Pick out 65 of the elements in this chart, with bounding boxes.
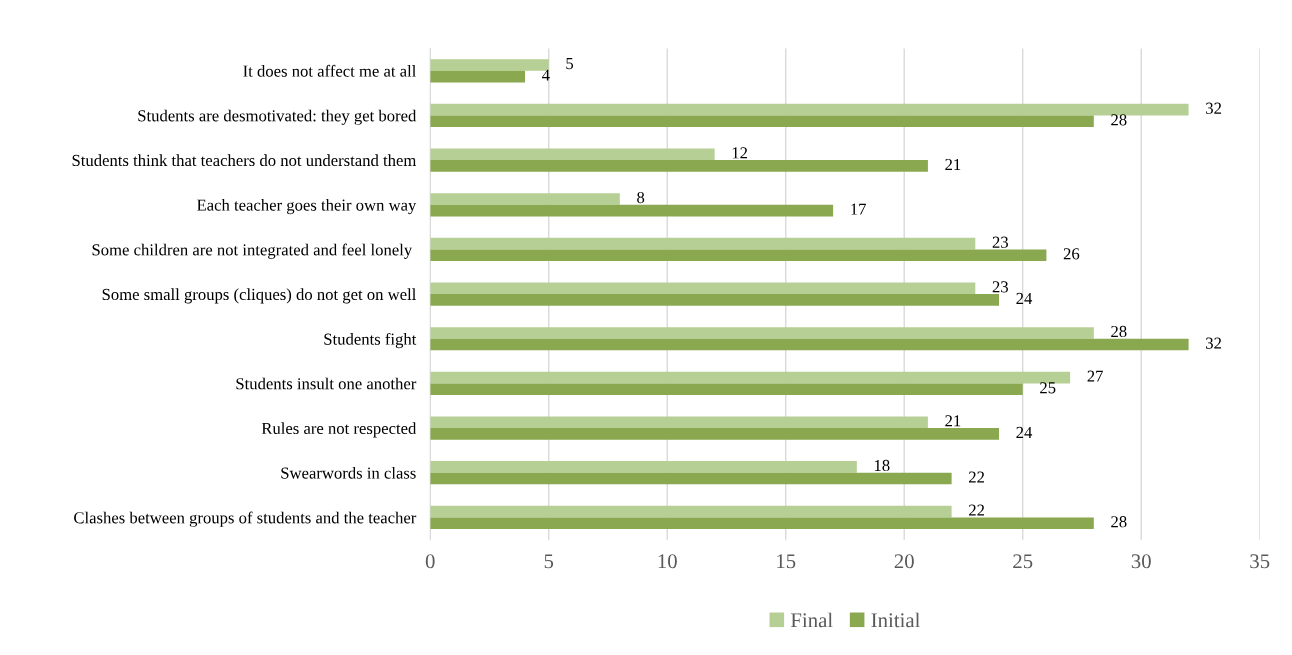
bar bbox=[430, 294, 1000, 306]
y-tick-label: Some children are not integrated and feel lonely bbox=[92, 243, 413, 259]
x-tick-label: 20 bbox=[894, 554, 914, 569]
bar bbox=[430, 428, 1000, 440]
data-label: 18 bbox=[874, 459, 890, 472]
bar bbox=[430, 249, 1047, 262]
y-tick-label: Rules are not respected bbox=[261, 422, 417, 438]
x-tick-label: 35 bbox=[1250, 554, 1270, 569]
bar bbox=[430, 59, 549, 71]
bar bbox=[430, 148, 715, 161]
data-label: 28 bbox=[1111, 325, 1127, 338]
y-tick-label: Clashes between groups of students and the teacher bbox=[74, 511, 417, 527]
y-tick-label: Each teacher goes their own way bbox=[197, 198, 417, 215]
bar bbox=[430, 115, 1094, 128]
x-tick-label: 30 bbox=[1131, 554, 1151, 569]
bar bbox=[430, 472, 952, 485]
x-tick-label: 15 bbox=[777, 554, 796, 569]
data-label: 32 bbox=[1206, 102, 1222, 114]
data-label: 17 bbox=[851, 203, 866, 215]
data-label: 28 bbox=[1111, 516, 1127, 528]
data-label: 27 bbox=[1087, 370, 1103, 382]
bar bbox=[430, 461, 857, 473]
x-tick-label: 25 bbox=[1013, 554, 1033, 569]
bar bbox=[430, 517, 1094, 529]
bar bbox=[430, 327, 1094, 339]
bar bbox=[430, 160, 928, 172]
data-label: 23 bbox=[992, 281, 1008, 293]
bar bbox=[430, 416, 928, 429]
data-label: 24 bbox=[1016, 426, 1033, 438]
legend-label: Initial bbox=[871, 612, 921, 628]
bar bbox=[430, 204, 834, 217]
y-tick-label: Students insult one another bbox=[236, 377, 417, 390]
y-tick-label: It does not affect me at all bbox=[243, 64, 417, 77]
bar bbox=[430, 338, 1189, 351]
bar bbox=[430, 505, 952, 518]
y-tick-label: Swearwords in class bbox=[281, 466, 416, 479]
data-label: 5 bbox=[566, 58, 574, 70]
bar bbox=[430, 103, 1189, 116]
x-tick-label: 5 bbox=[544, 554, 554, 569]
data-label: 23 bbox=[992, 236, 1008, 248]
data-label: 22 bbox=[969, 504, 985, 516]
bar bbox=[430, 70, 526, 83]
y-tick-label: Students fight bbox=[324, 332, 417, 349]
data-label: 24 bbox=[1016, 292, 1033, 304]
y-tick-label: Students think that teachers do not understand them bbox=[72, 154, 417, 167]
data-label: 8 bbox=[637, 191, 645, 204]
data-label: 26 bbox=[1063, 248, 1080, 260]
y-tick-label: Students are desmotivated: they get bored bbox=[138, 109, 417, 125]
bar bbox=[430, 371, 1071, 384]
data-label: 25 bbox=[1040, 382, 1056, 394]
data-label: 12 bbox=[732, 147, 748, 159]
legend-label: Final bbox=[790, 612, 833, 628]
bar bbox=[430, 282, 976, 295]
x-tick-label: 0 bbox=[425, 554, 435, 569]
data-label: 21 bbox=[945, 158, 961, 170]
data-label: 21 bbox=[945, 415, 961, 427]
x-tick-label: 10 bbox=[658, 554, 677, 569]
y-tick-label: Some small groups (cliques) do not get on well bbox=[102, 288, 417, 304]
data-label: 28 bbox=[1111, 114, 1127, 126]
data-label: 32 bbox=[1206, 337, 1222, 349]
bar bbox=[430, 237, 976, 250]
bar bbox=[430, 383, 1023, 396]
data-label: 4 bbox=[542, 69, 550, 81]
data-label: 22 bbox=[969, 471, 985, 483]
bar bbox=[430, 193, 620, 205]
